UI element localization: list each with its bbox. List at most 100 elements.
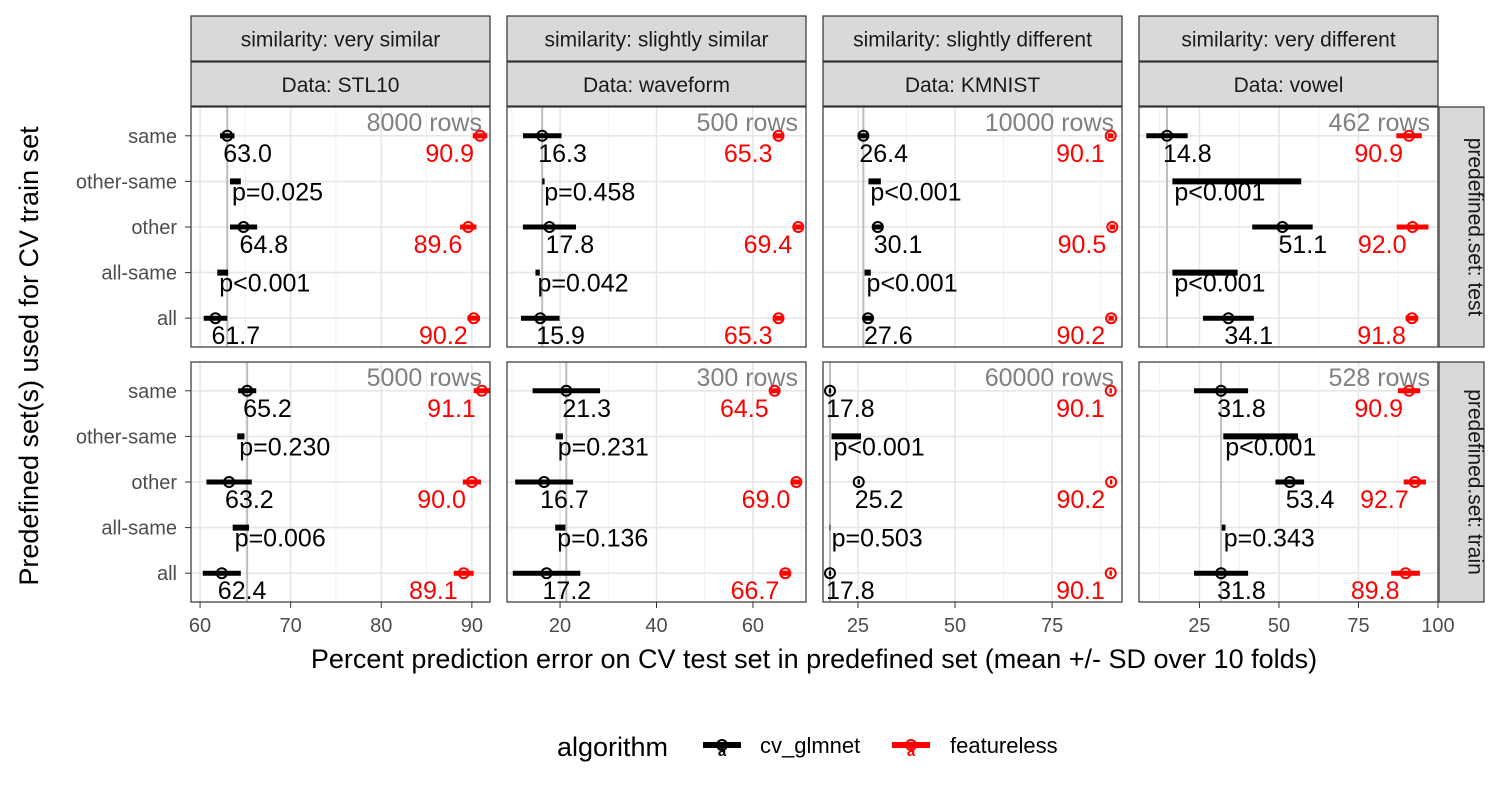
mean-label-featureless-all: 89.8 — [1351, 577, 1400, 605]
panel-border — [1138, 106, 1439, 348]
mean-point-featureless-other — [462, 221, 475, 233]
mean-point-cv-glmnet-all — [1215, 567, 1228, 580]
mean-point-cv-glmnet-same — [536, 129, 549, 142]
mean-label-cv-glmnet-all: 62.4 — [218, 577, 267, 605]
mean-point-cv-glmnet-same — [241, 384, 254, 397]
mean-label-cv-glmnet-same: 17.8 — [826, 395, 875, 423]
legend: algorithm a cv_glmnet a featureless — [557, 732, 1058, 762]
strip-similarity-label: similarity: slightly similar — [544, 29, 768, 52]
mean-point-featureless-other — [465, 476, 478, 488]
mean-label-featureless-all: 65.3 — [724, 322, 773, 350]
strip-data-box — [822, 61, 1123, 107]
strip-similarity-box — [190, 15, 491, 62]
mean-label-featureless-same: 90.1 — [1056, 140, 1105, 168]
mean-label-cv-glmnet-other: 63.2 — [225, 486, 274, 514]
p-value-label-other-same: p<0.001 — [870, 178, 961, 206]
legend-key-glyph-featureless: a — [907, 743, 916, 760]
strip-similarity-label: similarity: very different — [1181, 29, 1396, 52]
mean-label-featureless-other: 92.7 — [1360, 486, 1409, 514]
mean-label-featureless-all: 66.7 — [731, 577, 780, 605]
mean-point-featureless-all — [772, 312, 785, 325]
mean-label-cv-glmnet-other: 25.2 — [855, 486, 904, 514]
column-strip-3: similarity: slightly different Data: KMNI… — [822, 15, 1123, 107]
mean-label-featureless-same: 90.9 — [1354, 395, 1403, 423]
x-tick-label: 80 — [370, 615, 392, 637]
mean-label-featureless-all: 90.2 — [419, 322, 468, 350]
mean-point-cv-glmnet-same — [1215, 384, 1228, 397]
rows-count-label: 5000 rows — [367, 364, 482, 392]
mean-point-cv-glmnet-same — [823, 384, 836, 397]
p-value-label-all-same: p<0.001 — [1174, 270, 1265, 298]
rows-count-label: 300 rows — [697, 364, 798, 392]
panel-border — [1138, 361, 1439, 603]
legend-title: algorithm — [557, 732, 668, 762]
mean-point-cv-glmnet-same — [857, 129, 870, 142]
mean-point-featureless-same — [768, 384, 781, 397]
mean-point-featureless-other — [792, 221, 805, 233]
p-value-label-all-same: p=0.136 — [557, 525, 648, 553]
mean-label-cv-glmnet-same: 21.3 — [562, 395, 611, 423]
x-tick-label: 50 — [944, 615, 966, 637]
p-value-label-other-same: p=0.230 — [239, 433, 330, 461]
strip-similarity-box — [506, 15, 807, 62]
mean-label-cv-glmnet-all: 31.8 — [1217, 577, 1266, 605]
strip-similarity-box — [1138, 15, 1439, 62]
mean-label-featureless-other: 90.2 — [1056, 486, 1105, 514]
row-strip-box — [1438, 361, 1485, 603]
mean-label-cv-glmnet-same: 16.3 — [538, 140, 587, 168]
mean-point-cv-glmnet-same — [1160, 129, 1173, 142]
rows-count-label: 8000 rows — [367, 109, 482, 137]
mean-point-featureless-all — [1399, 567, 1412, 580]
column-strip-1: similarity: very similar Data: STL10 — [190, 15, 491, 107]
x-tick-label: 50 — [1268, 615, 1290, 637]
mean-label-featureless-same: 90.1 — [1056, 395, 1105, 423]
mean-point-featureless-all — [467, 312, 480, 325]
mean-point-featureless-other — [1105, 476, 1118, 488]
mean-label-featureless-all: 91.8 — [1357, 322, 1406, 350]
panel-data-waveform-train: 300 rows p=0.231 p=0.136 21.3 64.5 16.7 69.0 17… — [506, 361, 807, 605]
mean-label-cv-glmnet-same: 65.2 — [243, 395, 292, 423]
mean-point-featureless-other — [790, 476, 803, 488]
mean-point-featureless-same — [1403, 384, 1416, 397]
mean-label-featureless-all: 90.1 — [1056, 577, 1105, 605]
x-tick-label: 75 — [1041, 615, 1063, 637]
p-value-label-all-same: p=0.042 — [537, 270, 628, 298]
mean-point-cv-glmnet-all — [862, 312, 875, 325]
x-tick-label: 90 — [461, 615, 483, 637]
panel-border — [190, 361, 491, 603]
strip-data-label: Data: waveform — [583, 74, 730, 97]
y-tick-label-all: all — [157, 563, 177, 585]
panel-data-vowel-train: 528 rows p<0.001 p=0.343 31.8 90.9 53.4 92.7 31… — [1138, 361, 1439, 605]
panel-data-kmnist-train: 60000 rows p<0.001 p=0.503 17.8 90.1 25.2 90.2… — [822, 361, 1123, 605]
x-tick-label: 60 — [189, 615, 211, 637]
strip-similarity-label: similarity: very similar — [241, 29, 441, 52]
panel-data-stl10-test: 8000 rows p=0.025 p<0.001 63.0 90.9 64.8 89.6 6… — [190, 106, 491, 350]
mean-label-featureless-same: 91.1 — [427, 395, 476, 423]
mean-point-cv-glmnet-all — [823, 567, 836, 580]
mean-label-cv-glmnet-all: 17.2 — [543, 577, 592, 605]
mean-label-featureless-all: 89.1 — [409, 577, 458, 605]
mean-point-cv-glmnet-other — [543, 221, 556, 233]
mean-point-featureless-same — [1104, 384, 1117, 397]
y-tick-label-same: same — [128, 381, 177, 403]
p-value-label-all-same: p<0.001 — [219, 270, 310, 298]
mean-label-cv-glmnet-same: 63.0 — [223, 140, 272, 168]
panel-border — [506, 106, 807, 348]
row-strip-train: predefined.set: train — [1438, 361, 1487, 603]
mean-label-cv-glmnet-other: 17.8 — [545, 231, 594, 259]
y-tick-label-other-same: other-same — [76, 426, 177, 448]
mean-label-cv-glmnet-same: 31.8 — [1217, 395, 1266, 423]
panel-border — [822, 106, 1123, 348]
mean-label-featureless-same: 65.3 — [724, 140, 773, 168]
mean-label-featureless-other: 69.4 — [744, 231, 793, 259]
strip-data-label: Data: STL10 — [282, 74, 400, 97]
strip-data-label: Data: KMNIST — [905, 74, 1041, 97]
mean-label-cv-glmnet-all: 27.6 — [864, 322, 913, 350]
x-tick-label: 100 — [1421, 615, 1454, 637]
strip-data-box — [506, 61, 807, 107]
strip-similarity-box — [822, 15, 1123, 62]
x-tick-label: 70 — [280, 615, 302, 637]
